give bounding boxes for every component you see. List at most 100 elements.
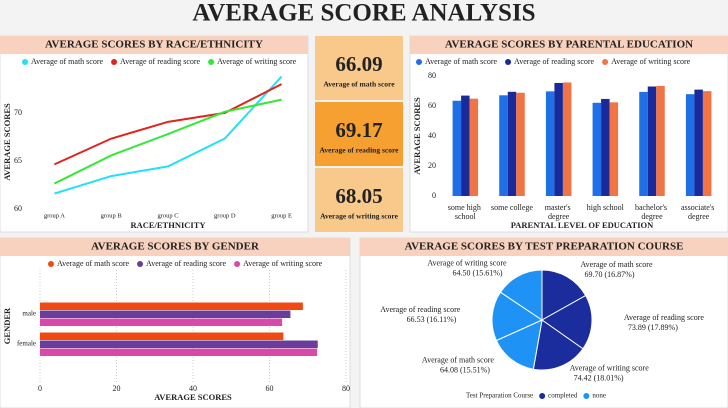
bar	[40, 348, 318, 356]
x-tick-label: high school	[587, 203, 625, 212]
y-tick-label: 65	[14, 156, 22, 165]
y-axis-label: AVERAGE SCORES	[2, 103, 12, 181]
y-tick-label: 60	[14, 204, 22, 213]
x-tick-label: bachelor's degree	[635, 203, 669, 221]
legend-label: none	[592, 392, 606, 400]
x-tick-label: group B	[101, 212, 123, 219]
y-tick-label: female	[17, 340, 36, 348]
slice-name: Average of writing score	[427, 259, 507, 268]
bar	[516, 92, 525, 196]
bar	[469, 98, 479, 196]
bar	[40, 310, 291, 318]
bar	[40, 332, 284, 340]
x-tick-label: 0	[38, 384, 42, 393]
x-tick-label: some high school	[448, 203, 483, 221]
slice-name: Average of reading score	[624, 313, 704, 322]
legend-label: Average of reading score	[120, 57, 200, 66]
bar	[639, 91, 648, 196]
slice-name: Average of math score	[422, 356, 494, 365]
slice-value-label: 73.89 (17.89%)	[628, 323, 678, 332]
panel-header	[0, 238, 350, 256]
line	[53, 98, 282, 185]
legend-marker	[234, 261, 241, 267]
bar	[562, 82, 572, 196]
y-tick-label: 40	[428, 131, 436, 140]
y-tick-label: 70	[14, 108, 22, 117]
x-tick-label: 80	[342, 384, 350, 393]
legend-marker	[539, 393, 546, 399]
panel-header	[410, 36, 728, 54]
chart-title: AVERAGE SCORES BY RACE/ETHNICITY	[45, 39, 263, 51]
slice-value-label: 74.42 (18.01%)	[574, 373, 624, 382]
bar	[702, 91, 712, 196]
y-tick-label: 0	[432, 191, 436, 200]
slice-name: Average of reading score	[380, 305, 460, 314]
legend-marker	[48, 261, 54, 267]
card-value: 66.09	[335, 52, 382, 76]
pie-slice	[499, 269, 543, 321]
legend-label: Average of reading score	[146, 259, 226, 268]
x-tick-label: group C	[157, 212, 178, 219]
card-value: 68.05	[335, 184, 382, 208]
x-tick-label: group D	[214, 212, 236, 219]
bar	[554, 82, 563, 196]
y-tick-label: 60	[428, 101, 436, 110]
card	[315, 168, 403, 232]
x-tick-label: 60	[266, 384, 274, 393]
legend-label: Average of math score	[57, 259, 129, 268]
pie-slice	[491, 291, 544, 342]
card	[315, 36, 403, 100]
slice-name: Average of writing score	[570, 363, 650, 372]
pie-slice	[532, 319, 584, 371]
bar	[40, 318, 283, 326]
line	[54, 75, 283, 195]
pie-slice	[495, 319, 543, 370]
legend-label: completed	[548, 392, 578, 400]
y-tick-label: male	[22, 310, 36, 318]
x-axis-label: RACE/ETHNICITY	[130, 220, 205, 230]
legend-label: Average of reading score	[514, 57, 594, 66]
bar	[647, 86, 657, 196]
chart-title: AVERAGE SCORES BY GENDER	[91, 241, 260, 253]
y-tick-label: 20	[428, 161, 436, 170]
x-tick-label: group E	[271, 212, 292, 219]
bar	[694, 89, 703, 196]
x-tick-label: 20	[113, 384, 121, 393]
card	[315, 102, 403, 166]
x-tick-label: group A	[44, 212, 65, 219]
bar	[40, 302, 303, 310]
bar	[545, 91, 555, 196]
x-tick-label: master's degree	[545, 203, 573, 221]
legend-marker	[22, 59, 28, 65]
line	[53, 83, 283, 166]
x-axis-label: AVERAGE SCORES	[154, 392, 232, 402]
bar	[601, 98, 610, 196]
legend-title: Test Preparation Course	[466, 392, 533, 400]
legend-label: Average of writing score	[243, 259, 323, 268]
bar	[452, 100, 462, 196]
card-label: Average of math score	[323, 80, 395, 89]
legend-marker	[208, 59, 215, 65]
legend-label: Average of writing score	[611, 57, 691, 66]
slice-name: Average of math score	[580, 260, 652, 269]
card-value: 69.17	[335, 118, 382, 142]
y-axis-label: AVERAGE SCORES	[412, 97, 422, 175]
bar	[507, 91, 517, 196]
legend-marker	[583, 393, 590, 399]
pie-slice	[541, 294, 593, 350]
x-axis-label: PARENTAL LEVEL OF EDUCATION	[511, 220, 654, 230]
x-tick-label: associate's degree	[681, 203, 716, 221]
panel	[0, 35, 309, 233]
y-tick-label: 80	[428, 71, 436, 80]
slice-value-label: 64.50 (15.61%)	[453, 269, 503, 278]
x-tick-label: 40	[189, 384, 197, 393]
bar	[609, 102, 619, 196]
panel-header	[0, 36, 308, 54]
legend-marker	[111, 59, 118, 65]
chart-title: AVERAGE SCORES BY PARENTAL EDUCATION	[445, 39, 693, 51]
legend-marker	[602, 59, 609, 65]
page-title: AVERAGE SCORE ANALYSIS	[192, 0, 535, 27]
bar	[685, 94, 695, 196]
panel-header	[360, 238, 728, 256]
card-label: Average of reading score	[320, 146, 400, 155]
